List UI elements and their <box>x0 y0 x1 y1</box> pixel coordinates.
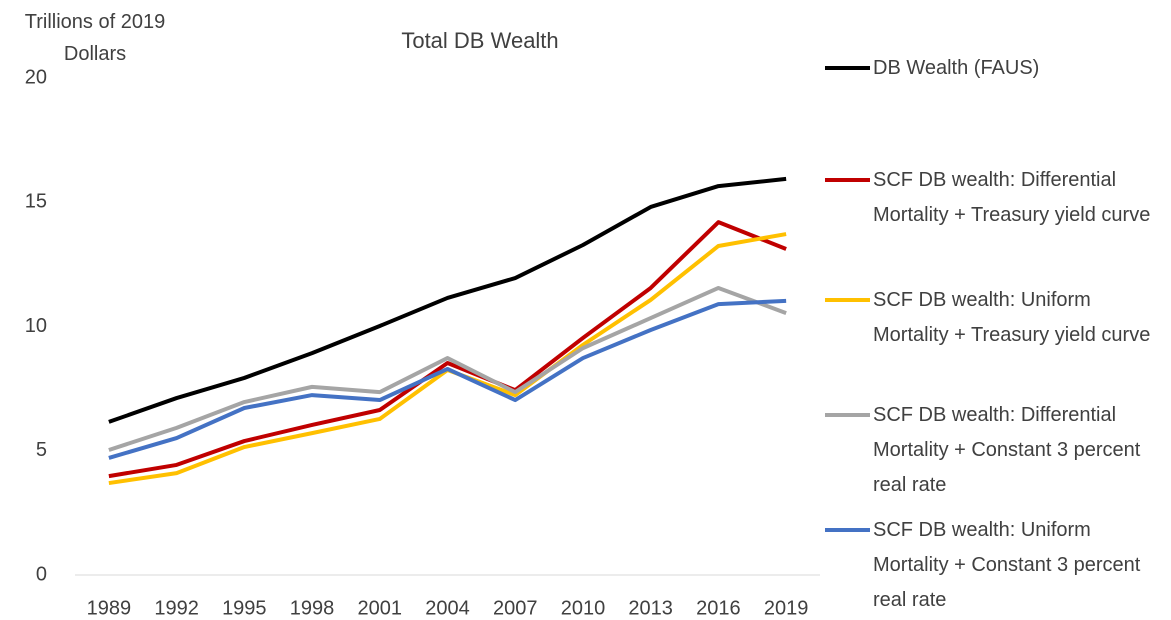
x-tick-label: 2019 <box>764 597 809 619</box>
x-tick-label: 1989 <box>87 597 132 619</box>
legend-label: SCF DB wealth: Differential Mortality + … <box>873 168 1151 226</box>
y-tick-label: 10 <box>25 315 47 337</box>
series-line <box>108 298 787 460</box>
legend-label: SCF DB wealth: Uniform Mortality + Const… <box>873 518 1141 611</box>
x-tick-label: 2010 <box>561 597 606 619</box>
y-tick-label: 15 <box>25 191 47 213</box>
series-line <box>108 220 787 479</box>
x-tick-label: 2016 <box>696 597 741 619</box>
y-tick-label: 0 <box>36 563 47 585</box>
y-axis-label: Trillions of 2019 Dollars <box>24 11 166 65</box>
legend-label: SCF DB wealth: Differential Mortality + … <box>873 403 1141 496</box>
x-tick-label: 2013 <box>628 597 673 619</box>
chart-title: Total DB Wealth <box>401 28 558 53</box>
x-tick-label: 2001 <box>358 597 403 619</box>
series-line <box>108 285 787 452</box>
y-tick-label: 20 <box>25 66 47 88</box>
x-tick-label: 1992 <box>154 597 199 619</box>
x-tick-label: 2007 <box>493 597 538 619</box>
x-tick-label: 1998 <box>290 597 335 619</box>
x-tick-label: 2004 <box>425 597 470 619</box>
legend-label: DB Wealth (FAUS) <box>873 56 1040 79</box>
x-tick-label: 1995 <box>222 597 267 619</box>
legend-label: SCF DB wealth: Uniform Mortality + Treas… <box>873 288 1151 346</box>
series-line <box>108 176 787 424</box>
y-tick-label: 5 <box>36 439 47 461</box>
